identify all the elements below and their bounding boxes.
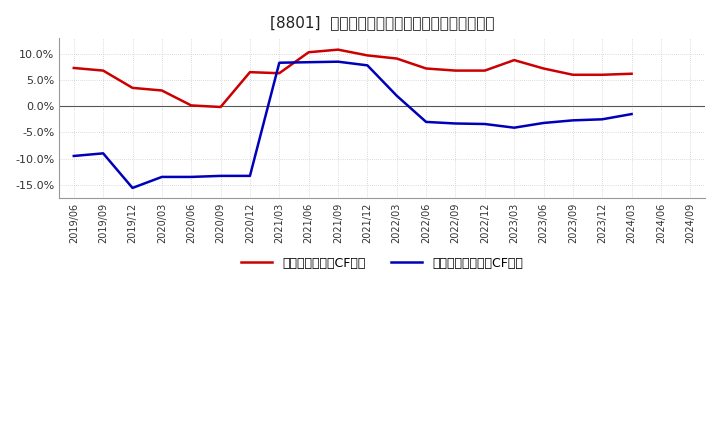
有利子負債営業CF比率 bbox=[392, 56, 401, 61]
Legend: 有利子負債営業CF比率, 有利子負債フリーCF比率: 有利子負債営業CF比率, 有利子負債フリーCF比率 bbox=[236, 252, 528, 275]
有利子負債フリーCF比率 bbox=[627, 111, 636, 117]
有利子負債営業CF比率 bbox=[128, 85, 137, 91]
有利子負債営業CF比率 bbox=[480, 68, 489, 73]
有利子負債フリーCF比率 bbox=[480, 121, 489, 127]
有利子負債フリーCF比率 bbox=[363, 63, 372, 68]
有利子負債営業CF比率 bbox=[333, 47, 342, 52]
有利子負債フリーCF比率 bbox=[128, 185, 137, 191]
有利子負債営業CF比率 bbox=[451, 68, 460, 73]
有利子負債営業CF比率 bbox=[275, 70, 284, 76]
有利子負債フリーCF比率 bbox=[451, 121, 460, 126]
有利子負債フリーCF比率 bbox=[216, 173, 225, 179]
有利子負債営業CF比率 bbox=[187, 103, 196, 108]
有利子負債営業CF比率 bbox=[246, 70, 254, 75]
有利子負債フリーCF比率 bbox=[539, 120, 548, 125]
有利子負債フリーCF比率 bbox=[392, 93, 401, 99]
有利子負債フリーCF比率 bbox=[422, 119, 431, 125]
有利子負債営業CF比率 bbox=[627, 71, 636, 77]
有利子負債営業CF比率 bbox=[422, 66, 431, 71]
Line: 有利子負債フリーCF比率: 有利子負債フリーCF比率 bbox=[73, 62, 631, 188]
有利子負債営業CF比率 bbox=[569, 72, 577, 77]
有利子負債フリーCF比率 bbox=[569, 118, 577, 123]
有利子負債フリーCF比率 bbox=[510, 125, 518, 130]
有利子負債フリーCF比率 bbox=[69, 153, 78, 158]
有利子負債フリーCF比率 bbox=[598, 117, 606, 122]
有利子負債フリーCF比率 bbox=[305, 59, 313, 65]
Line: 有利子負債営業CF比率: 有利子負債営業CF比率 bbox=[73, 50, 631, 107]
有利子負債営業CF比率 bbox=[598, 72, 606, 77]
Title: [8801]  有利子負債キャッシュフロー比率の推移: [8801] 有利子負債キャッシュフロー比率の推移 bbox=[270, 15, 495, 30]
有利子負債営業CF比率 bbox=[510, 58, 518, 63]
有利子負債営業CF比率 bbox=[69, 65, 78, 70]
有利子負債営業CF比率 bbox=[216, 104, 225, 110]
有利子負債営業CF比率 bbox=[363, 53, 372, 58]
有利子負債フリーCF比率 bbox=[187, 174, 196, 180]
有利子負債フリーCF比率 bbox=[275, 60, 284, 66]
有利子負債フリーCF比率 bbox=[99, 151, 107, 156]
有利子負債営業CF比率 bbox=[158, 88, 166, 93]
有利子負債営業CF比率 bbox=[99, 68, 107, 73]
有利子負債営業CF比率 bbox=[539, 66, 548, 71]
有利子負債フリーCF比率 bbox=[333, 59, 342, 64]
有利子負債フリーCF比率 bbox=[246, 173, 254, 179]
有利子負債フリーCF比率 bbox=[158, 174, 166, 180]
有利子負債営業CF比率 bbox=[305, 50, 313, 55]
